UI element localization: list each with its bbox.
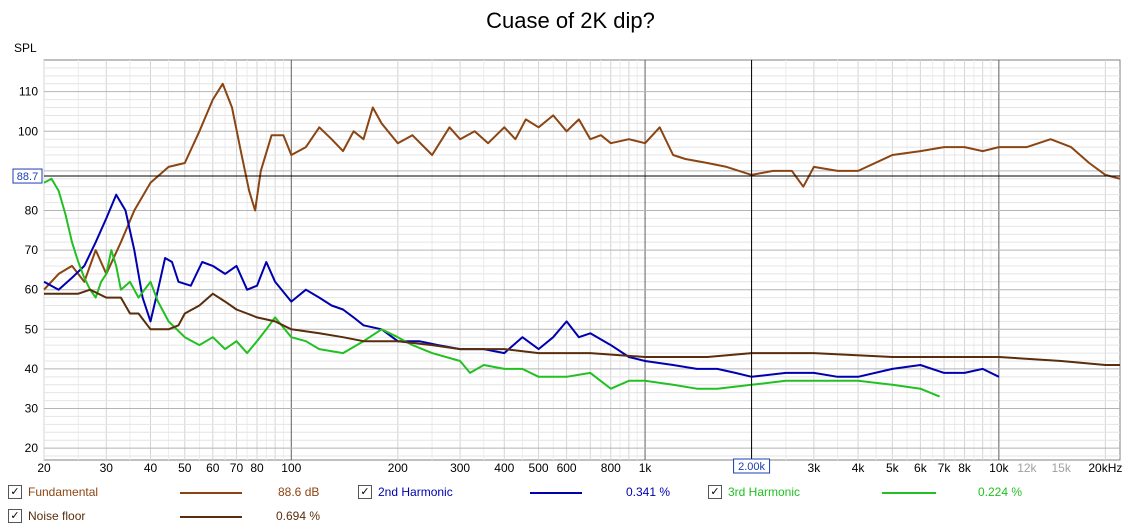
x-tick-label: 80 xyxy=(250,461,264,475)
3rd-harmonic-swatch xyxy=(882,492,936,494)
cursor-x-readout-box xyxy=(733,458,771,474)
x-tick-label: 20kHz xyxy=(1088,461,1122,475)
legend-item-noise-floor[interactable]: ✓ Noise floor 0.694 % xyxy=(8,507,348,527)
cursor-y-readout: 88.7 xyxy=(17,171,38,183)
fundamental-swatch xyxy=(180,492,242,494)
grid-major xyxy=(44,60,1120,460)
x-tick-label: 400 xyxy=(494,461,514,475)
x-tick-label: 12k xyxy=(1017,461,1037,475)
fundamental-checkbox[interactable]: ✓ xyxy=(8,485,22,499)
y-tick-label: 50 xyxy=(25,322,39,336)
y-tick-label: 60 xyxy=(25,283,39,297)
noise-floor-swatch xyxy=(180,516,242,518)
2nd-harmonic-checkbox[interactable]: ✓ xyxy=(358,485,372,499)
y-tick-label: 100 xyxy=(18,124,38,138)
x-tick-label: 15k xyxy=(1051,461,1071,475)
y-tick-labels: 20 30 40 50 60 70 80 100 110 xyxy=(18,85,38,455)
x-tick-label: 100 xyxy=(281,461,301,475)
plot-frame xyxy=(43,59,1121,461)
x-tick-label: 3k xyxy=(808,461,822,475)
y-tick-label: 70 xyxy=(25,243,39,257)
y-tick-label: 30 xyxy=(25,402,39,416)
cursor-layer: 88.7 2.00k xyxy=(12,60,1120,474)
x-tick-label: 7k xyxy=(938,461,952,475)
x-tick-label: 800 xyxy=(601,461,621,475)
series-layer xyxy=(43,82,1121,398)
x-tick-label: 60 xyxy=(206,461,220,475)
y-tick-label: 80 xyxy=(25,203,39,217)
x-tick-label: 70 xyxy=(230,461,244,475)
legend-row-1: ✓ Fundamental 88.6 dB ✓ 2nd Harmonic 0.3… xyxy=(0,483,1141,503)
cursor-x-readout: 2.00k xyxy=(738,461,765,473)
noise-floor-label: Noise floor xyxy=(28,509,86,523)
x-tick-label: 500 xyxy=(529,461,549,475)
legend-item-3rd-harmonic[interactable]: ✓ 3rd Harmonic 0.224 % xyxy=(708,483,1048,503)
y-axis-label: SPL xyxy=(14,41,37,55)
series-fundamental xyxy=(43,82,1121,291)
x-tick-label: 6k xyxy=(914,461,928,475)
legend-item-fundamental[interactable]: ✓ Fundamental 88.6 dB xyxy=(8,483,348,503)
noise-floor-value: 0.694 % xyxy=(276,509,321,523)
series-2nd-harmonic xyxy=(43,193,1000,378)
x-tick-labels: 20 30 40 50 60 70 80 100 200 300 400 500 600 800 1k 3k 4… xyxy=(37,461,1122,475)
3rd-harmonic-checkbox[interactable]: ✓ xyxy=(708,485,722,499)
chart-title: Cuase of 2K dip? xyxy=(486,8,655,33)
x-tick-label: 5k xyxy=(886,461,900,475)
fundamental-value: 88.6 dB xyxy=(278,485,320,499)
y-tick-label: 110 xyxy=(19,85,38,99)
3rd-harmonic-label: 3rd Harmonic xyxy=(728,485,801,499)
x-tick-label: 10k xyxy=(989,461,1009,475)
x-tick-label: 200 xyxy=(388,461,408,475)
legend-row-2: ✓ Noise floor 0.694 % xyxy=(0,507,1141,527)
y-tick-label: 20 xyxy=(25,441,39,455)
2nd-harmonic-swatch xyxy=(530,492,582,494)
x-tick-label: 40 xyxy=(144,461,158,475)
x-tick-label: 8k xyxy=(958,461,972,475)
series-noise-floor xyxy=(44,288,1120,366)
legend-item-2nd-harmonic[interactable]: ✓ 2nd Harmonic 0.341 % xyxy=(358,483,698,503)
x-tick-label: 50 xyxy=(178,461,192,475)
cursor-y-readout-box xyxy=(12,168,43,184)
x-tick-label: 1k xyxy=(639,461,653,475)
2nd-harmonic-label: 2nd Harmonic xyxy=(378,485,453,499)
x-tick-label: 4k xyxy=(852,461,866,475)
y-tick-label: 40 xyxy=(25,362,39,376)
x-tick-label: 30 xyxy=(100,461,114,475)
chart-plot[interactable]: SPL 88.7 2.00k 20 30 40 50 60 70 80 100 110 20 30 4… xyxy=(0,0,1141,480)
2nd-harmonic-value: 0.341 % xyxy=(626,485,671,499)
x-tick-label: 300 xyxy=(450,461,470,475)
x-tick-label: 20 xyxy=(37,461,51,475)
series-3rd-harmonic xyxy=(43,177,940,398)
x-tick-label: 600 xyxy=(557,461,577,475)
noise-floor-checkbox[interactable]: ✓ xyxy=(8,509,22,523)
3rd-harmonic-value: 0.224 % xyxy=(978,485,1023,499)
fundamental-label: Fundamental xyxy=(28,485,99,499)
